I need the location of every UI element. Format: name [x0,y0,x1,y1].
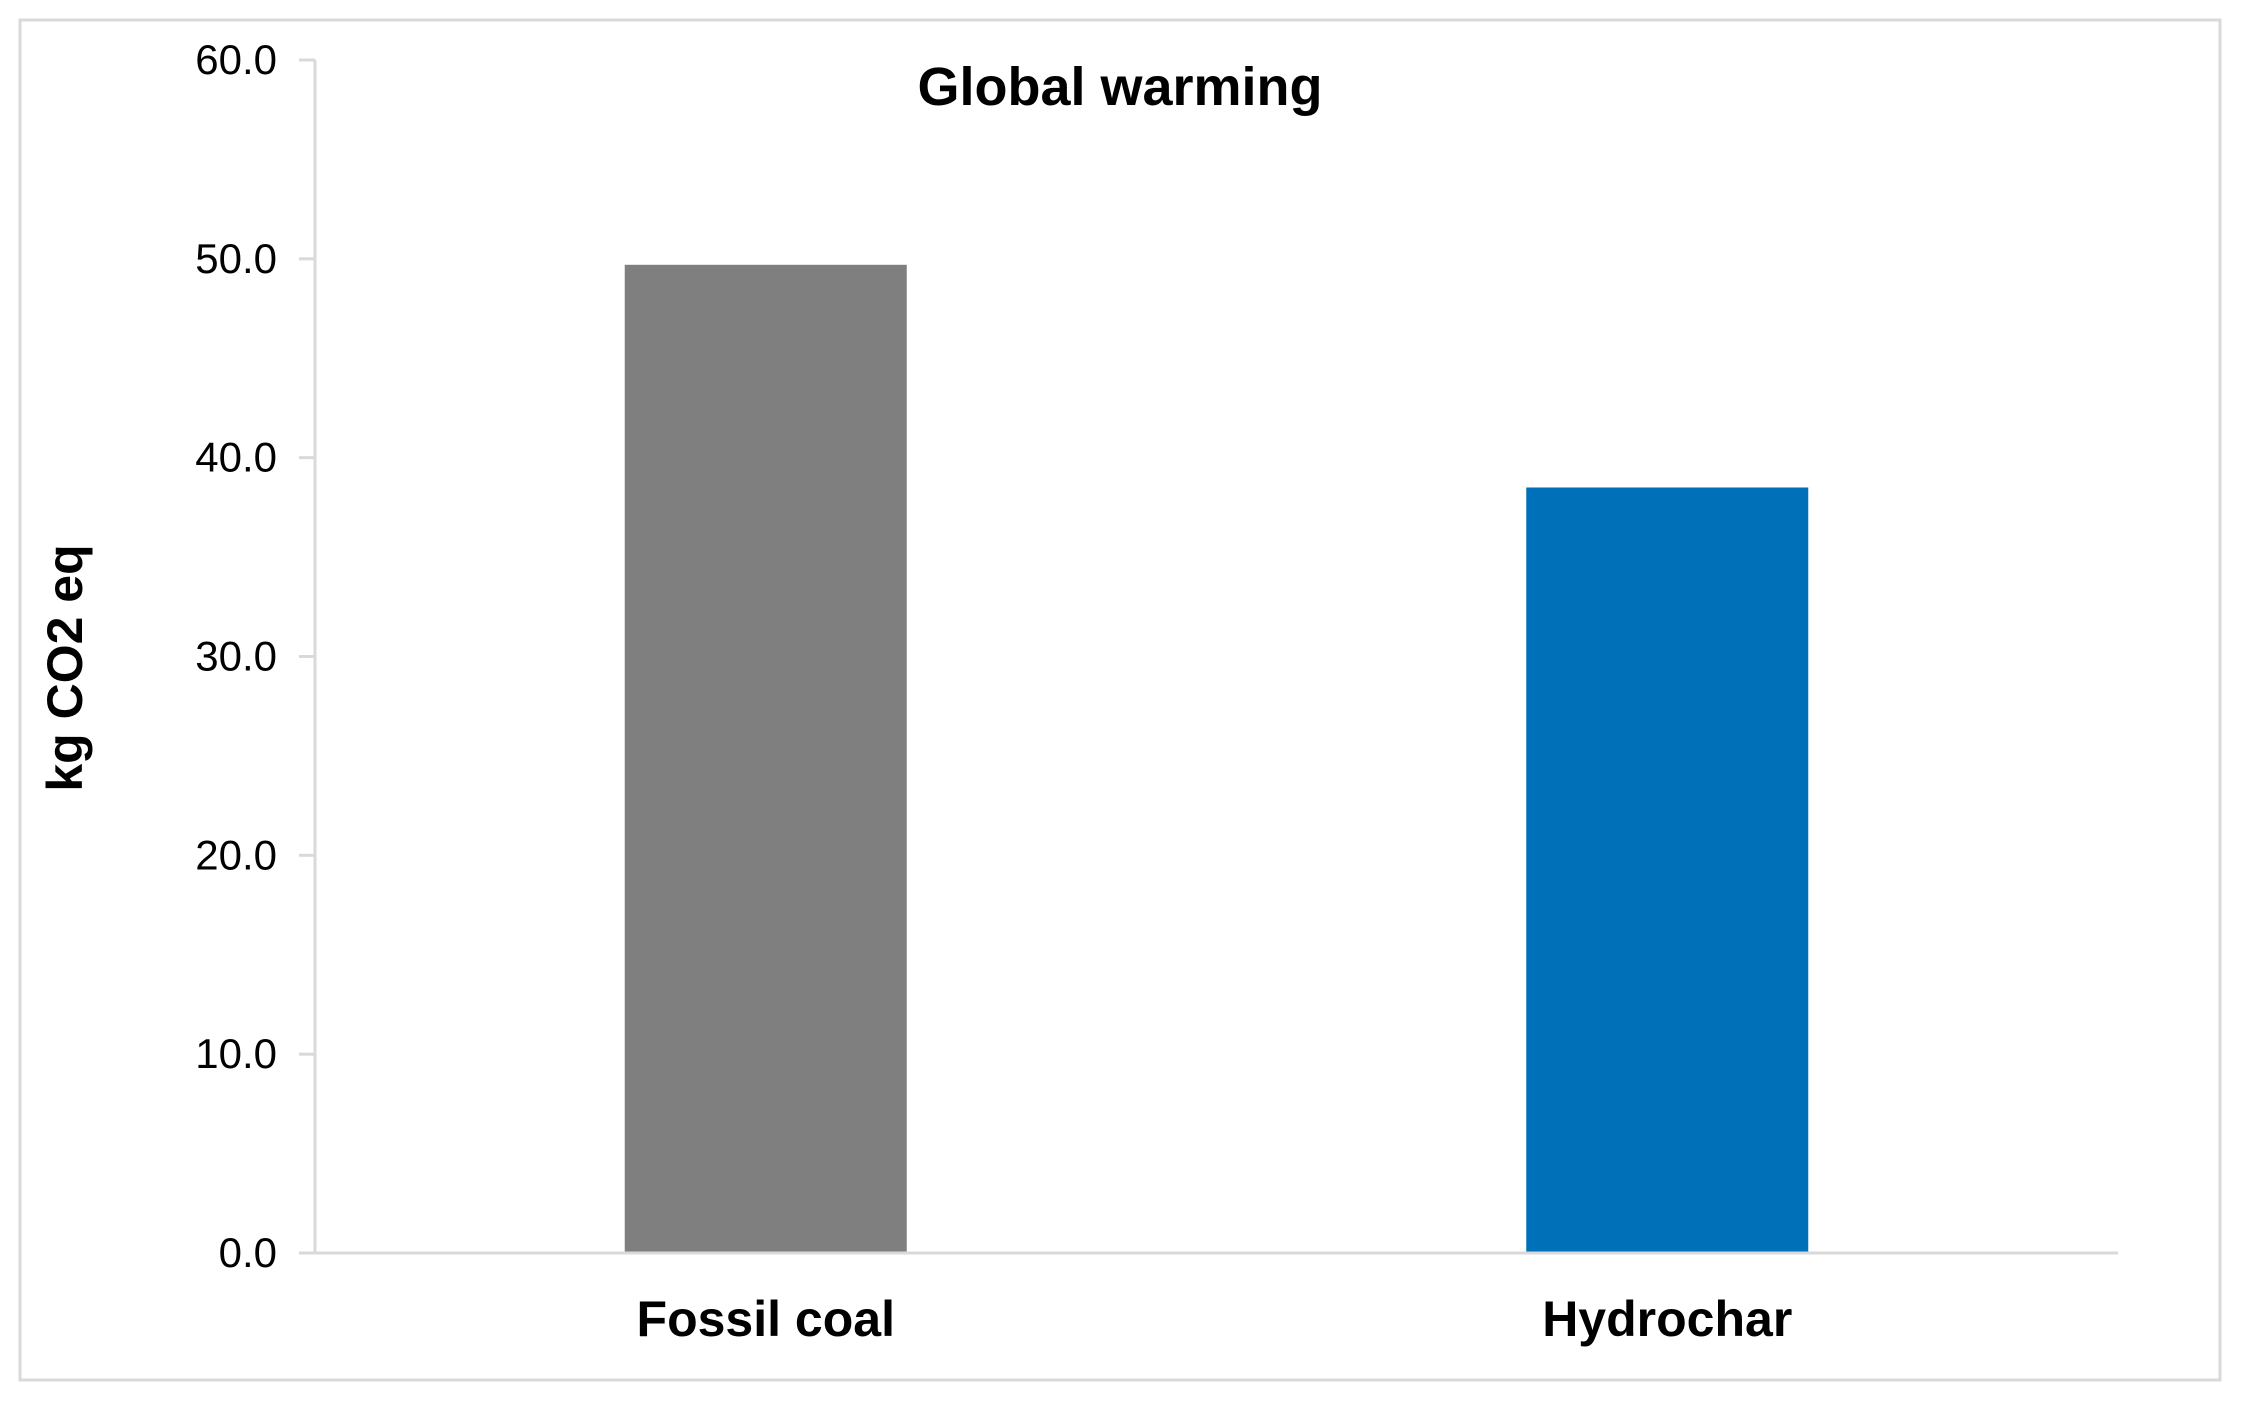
chart-frame [18,18,2222,1382]
y-tick-label: 10.0 [195,1030,277,1077]
bar-hydrochar [1526,487,1809,1253]
x-axis-labels: Fossil coal Hydrochar [637,1291,1793,1347]
y-tick-label: 60.0 [195,36,277,83]
y-tick-label: 30.0 [195,633,277,680]
bar-fossil-coal [624,264,907,1253]
x-category-label: Hydrochar [1542,1291,1792,1347]
chart-title: Global warming [917,57,1322,117]
y-axis-title: kg CO2 eq [37,544,93,791]
y-axis-ticks: 0.0 10.0 20.0 30.0 40.0 50.0 60.0 [195,36,315,1276]
bars [624,264,1809,1253]
x-category-label: Fossil coal [637,1291,895,1347]
y-tick-label: 40.0 [195,434,277,481]
y-tick-label: 20.0 [195,831,277,878]
y-tick-label: 50.0 [195,235,277,282]
y-tick-label: 0.0 [219,1229,277,1276]
